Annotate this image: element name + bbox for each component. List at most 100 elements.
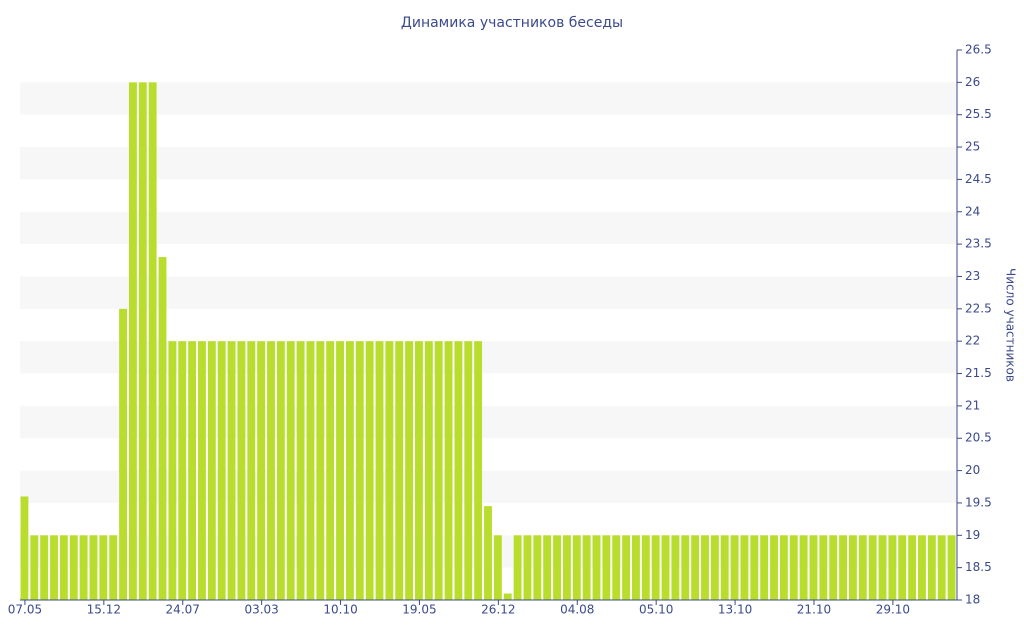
bar bbox=[336, 341, 344, 600]
bar bbox=[188, 341, 197, 600]
bar bbox=[779, 535, 788, 600]
x-tick-label: 10.10 bbox=[323, 603, 357, 617]
grid-band bbox=[20, 147, 957, 180]
bar bbox=[849, 535, 857, 600]
x-tick-label: 21.10 bbox=[797, 603, 831, 617]
bar bbox=[582, 535, 591, 600]
bar bbox=[227, 341, 236, 600]
bar bbox=[503, 593, 512, 600]
x-tick-label: 04.08 bbox=[560, 603, 594, 617]
bar bbox=[109, 535, 118, 600]
bar bbox=[612, 535, 621, 600]
bar bbox=[829, 535, 838, 600]
bar bbox=[89, 535, 98, 600]
bar bbox=[158, 257, 167, 600]
y-tick-label: 18.5 bbox=[965, 560, 992, 574]
bar bbox=[415, 341, 423, 600]
bar bbox=[710, 535, 719, 600]
bar bbox=[267, 341, 275, 600]
bar bbox=[178, 341, 187, 600]
grid-band bbox=[20, 82, 957, 115]
bar bbox=[671, 535, 680, 600]
y-tick-label: 20.5 bbox=[965, 431, 992, 445]
bar bbox=[355, 341, 364, 600]
y-tick-label: 21 bbox=[965, 398, 980, 412]
bar bbox=[444, 341, 453, 600]
bar bbox=[750, 535, 759, 600]
bar bbox=[316, 341, 325, 600]
bar bbox=[572, 535, 581, 600]
bar bbox=[602, 535, 611, 600]
bar bbox=[424, 341, 433, 600]
bar bbox=[878, 535, 887, 600]
y-tick-label: 24 bbox=[965, 204, 980, 218]
bar bbox=[691, 535, 700, 600]
bar bbox=[553, 535, 561, 600]
bar bbox=[819, 535, 828, 600]
bar bbox=[651, 535, 660, 600]
chart-title: Динамика участников беседы bbox=[401, 15, 623, 31]
bar bbox=[296, 341, 305, 600]
bar bbox=[454, 341, 463, 600]
x-tick-label: 03.03 bbox=[244, 603, 278, 617]
y-tick-label: 20 bbox=[965, 463, 980, 477]
bar bbox=[276, 341, 285, 600]
bar bbox=[326, 341, 335, 600]
bar bbox=[592, 535, 601, 600]
bar bbox=[306, 341, 315, 600]
y-tick-label: 22 bbox=[965, 334, 980, 348]
x-tick-label: 07.05 bbox=[8, 603, 42, 617]
bar bbox=[20, 496, 29, 600]
bar bbox=[770, 535, 778, 600]
y-tick-label: 19.5 bbox=[965, 495, 992, 509]
bar bbox=[128, 82, 137, 600]
bar bbox=[622, 535, 631, 600]
bar bbox=[661, 535, 670, 600]
y-tick-label: 25 bbox=[965, 140, 980, 154]
y-tick-label: 23.5 bbox=[965, 237, 992, 251]
bar bbox=[720, 535, 729, 600]
bar bbox=[237, 341, 246, 600]
y-tick-label: 26 bbox=[965, 75, 980, 89]
bar bbox=[207, 341, 216, 600]
bar bbox=[217, 341, 226, 600]
bar bbox=[405, 341, 414, 600]
bar bbox=[868, 535, 877, 600]
bar bbox=[247, 341, 256, 600]
bar bbox=[493, 535, 502, 600]
y-tick-label: 26.5 bbox=[965, 43, 992, 57]
bar bbox=[839, 535, 848, 600]
bar bbox=[760, 535, 769, 600]
bar bbox=[908, 535, 917, 600]
bar bbox=[947, 535, 956, 600]
bar bbox=[69, 535, 78, 600]
y-tick-label: 22.5 bbox=[965, 301, 992, 315]
bar bbox=[888, 535, 897, 600]
bar bbox=[257, 341, 266, 600]
bar bbox=[59, 535, 68, 600]
bar bbox=[789, 535, 798, 600]
grid-bands bbox=[20, 82, 957, 568]
bar bbox=[50, 535, 58, 600]
x-tick-label: 15.12 bbox=[87, 603, 121, 617]
grid-band bbox=[20, 211, 957, 245]
bar bbox=[484, 506, 492, 600]
bar bbox=[365, 341, 374, 600]
bar bbox=[523, 535, 532, 600]
bar bbox=[740, 535, 749, 600]
bar bbox=[562, 535, 571, 600]
grid-band bbox=[20, 276, 957, 309]
x-tick-label: 05.10 bbox=[639, 603, 673, 617]
bar bbox=[198, 341, 206, 600]
bar bbox=[434, 341, 443, 600]
bar bbox=[464, 341, 473, 600]
bar bbox=[395, 341, 404, 600]
x-tick-label: 13.10 bbox=[718, 603, 752, 617]
bar bbox=[858, 535, 867, 600]
bar bbox=[148, 82, 157, 600]
y-tick-label: 25.5 bbox=[965, 107, 992, 121]
bar bbox=[681, 535, 690, 600]
x-tick-label: 24.07 bbox=[166, 603, 200, 617]
y-tick-label: 21.5 bbox=[965, 366, 992, 380]
